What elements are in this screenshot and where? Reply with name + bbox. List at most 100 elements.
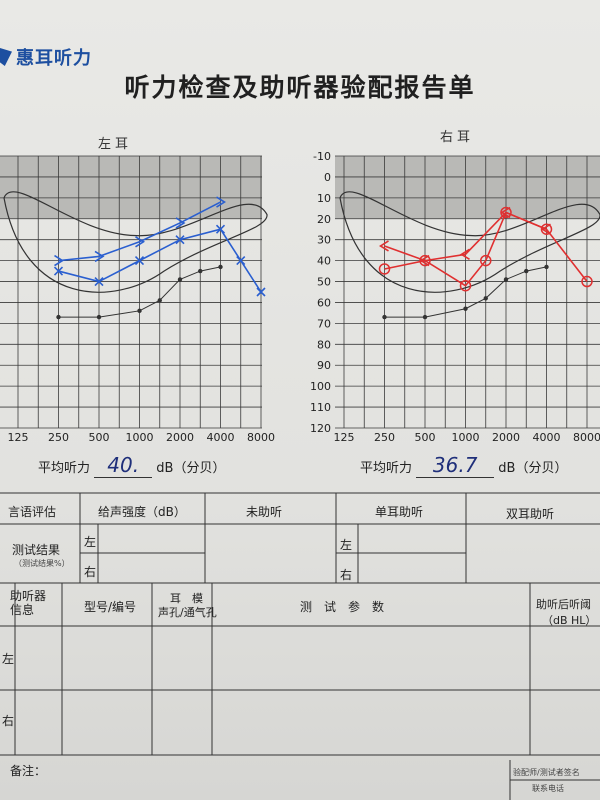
right-threshold-dot [483, 296, 488, 301]
vent-header: 声孔/通气孔 [158, 606, 217, 619]
left-threshold-dot [218, 264, 223, 270]
aid-left-label: 左 [2, 652, 15, 666]
binaural-aided-header: 双耳助听 [506, 507, 555, 521]
test-params-header: 测 试 参 数 [300, 600, 385, 614]
db-tick: 60 [317, 296, 331, 309]
test-result-label: 测试结果 [12, 543, 61, 557]
left-freq-tick: 4000 [207, 431, 235, 444]
right-air-o-marker [378, 263, 391, 275]
left-freq-tick: 2000 [166, 431, 194, 444]
aid-info-label: 助听器信息 [10, 589, 47, 617]
right-bone-lt-marker [540, 223, 551, 235]
right-normal-band [335, 156, 600, 219]
remarks-label: 备注： [10, 764, 47, 778]
left-threshold-dot [137, 308, 142, 314]
left-speech-banana [3, 191, 268, 293]
db-tick: 80 [317, 338, 331, 351]
speech-left-label-2: 左 [340, 538, 353, 552]
right-threshold-dot [503, 277, 509, 282]
right-series-line [384, 211, 547, 262]
speech-right-label: 右 [84, 565, 97, 579]
brand-logo: 惠耳听力 [0, 46, 92, 69]
right-threshold-dot [382, 314, 387, 320]
right-threshold-dot [463, 306, 468, 311]
left-average-value: 40. [94, 453, 153, 478]
phone-label: 联系电话 [532, 784, 564, 793]
db-tick: 100 [310, 380, 331, 393]
left-freq-tick: 500 [89, 431, 110, 444]
aid-info-header: 助听器信息 [10, 589, 52, 617]
left-threshold-dot [157, 298, 162, 303]
right-freq-tick: 250 [374, 431, 395, 444]
left-series-line [58, 201, 221, 262]
left-ear-title: 左耳 [98, 137, 133, 152]
db-tick: 20 [317, 213, 331, 226]
stimulus-level-header: 给声强度（dB） [98, 505, 186, 519]
aid-right-label: 右 [2, 714, 15, 728]
right-freq-tick: 4000 [533, 431, 561, 444]
left-air-x-marker [134, 256, 145, 266]
earmold-header: 耳 模 [170, 592, 203, 605]
left-freq-tick: 1000 [126, 431, 154, 444]
right-air-o-marker [459, 279, 472, 292]
right-freq-tick: 125 [334, 431, 355, 444]
left-freq-tick: 8000 [247, 431, 275, 444]
report-title: 听力检查及助听器验配报告单 [124, 73, 476, 102]
right-freq-tick: 500 [415, 431, 436, 444]
right-freq-tick: 1000 [452, 431, 480, 444]
left-freq-tick: 250 [48, 431, 69, 444]
right-freq-tick: 8000 [573, 431, 600, 444]
brand-name: 惠耳听力 [16, 48, 92, 69]
right-ear-title: 右耳 [440, 130, 475, 145]
db-tick: 10 [317, 192, 331, 205]
right-bone-lt-marker [419, 254, 430, 267]
speech-eval-header: 言语评估 [8, 505, 57, 519]
left-threshold-dot [56, 314, 61, 320]
left-bone-gt-marker [216, 196, 227, 208]
db-tick: -10 [313, 150, 331, 163]
db-tick: 40 [317, 255, 331, 268]
left-threshold-dot [198, 268, 203, 274]
right-threshold-dot [422, 314, 428, 320]
right-freq-tick: 2000 [492, 431, 520, 444]
left-threshold-dot [177, 277, 183, 282]
left-air-x-marker [215, 224, 226, 234]
right-bone-lt-marker [378, 240, 389, 252]
signature-label: 验配师/测试者签名 [513, 768, 580, 777]
right-average-value: 36.7 [416, 453, 495, 478]
left-bone-gt-marker [135, 236, 146, 248]
left-normal-band [0, 156, 262, 219]
right-average-hearing: 平均听力 36.7 dB（分贝） [360, 453, 567, 478]
left-air-x-marker [94, 276, 104, 287]
db-tick: 0 [324, 171, 331, 184]
left-average-hearing: 平均听力 40. dB（分贝） [38, 453, 225, 478]
left-air-x-marker [175, 235, 185, 245]
left-freq-tick: 125 [8, 431, 29, 444]
left-air-x-marker [256, 287, 266, 297]
right-air-o-marker [581, 275, 593, 288]
left-average-label: 平均听力 [38, 461, 91, 476]
speech-right-label-2: 右 [340, 568, 353, 582]
left-average-unit: dB（分贝） [156, 461, 226, 476]
db-tick: 110 [310, 401, 331, 414]
aided-threshold-unit: （dB HL） [542, 614, 597, 627]
left-bone-gt-marker [54, 254, 65, 267]
right-threshold-dot [524, 268, 529, 274]
db-tick: 70 [317, 317, 331, 330]
right-average-label: 平均听力 [360, 461, 413, 476]
test-result-sub: （测试结果%） [14, 559, 70, 568]
left-bone-gt-marker [94, 250, 105, 263]
right-air-o-marker [480, 254, 492, 267]
db-tick: 50 [317, 276, 331, 289]
model-serial-header: 型号/编号 [84, 600, 137, 614]
monaural-aided-header: 单耳助听 [375, 505, 424, 519]
right-bone-lt-marker [459, 248, 470, 261]
aided-threshold-header: 助听后听阈 [536, 598, 591, 611]
left-air-x-marker [53, 266, 64, 276]
right-speech-banana [339, 191, 600, 293]
db-tick: 120 [310, 422, 331, 435]
right-bone-lt-marker [500, 206, 511, 219]
left-air-x-marker [236, 256, 246, 266]
